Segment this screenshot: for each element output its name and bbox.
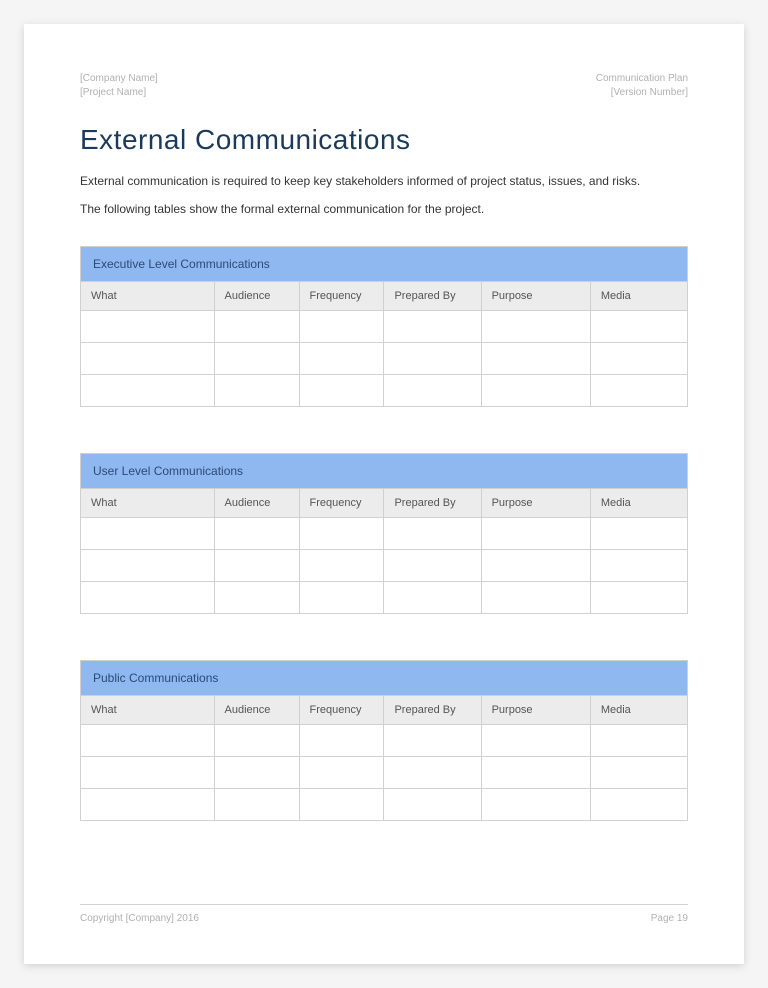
table-title: Executive Level Communications [80,246,688,281]
page-title: External Communications [80,124,688,156]
company-name: [Company Name] [80,72,158,86]
doc-type: Communication Plan [596,72,688,86]
col-header: Purpose [481,696,590,725]
col-header: Media [590,696,687,725]
col-header: Prepared By [384,696,481,725]
col-header: What [81,282,215,311]
col-header: Media [590,489,687,518]
table-row [81,343,688,375]
version-number: [Version Number] [596,86,688,100]
document-page: [Company Name] [Project Name] Communicat… [24,24,744,964]
col-header: Purpose [481,282,590,311]
table-row [81,311,688,343]
page-number: Page 19 [651,913,688,924]
col-header: Audience [214,489,299,518]
col-header: What [81,696,215,725]
table: What Audience Frequency Prepared By Purp… [80,695,688,821]
col-header: Media [590,282,687,311]
col-header: Frequency [299,696,384,725]
user-communications-table: User Level Communications What Audience … [80,453,688,614]
intro-paragraph-1: External communication is required to ke… [80,172,688,190]
col-header: Purpose [481,489,590,518]
table: What Audience Frequency Prepared By Purp… [80,281,688,407]
table-header-row: What Audience Frequency Prepared By Purp… [81,489,688,518]
col-header: Frequency [299,489,384,518]
intro-text: External communication is required to ke… [80,172,688,228]
table-row [81,757,688,789]
intro-paragraph-2: The following tables show the formal ext… [80,200,688,218]
col-header: Prepared By [384,489,481,518]
col-header: Audience [214,696,299,725]
table-title: Public Communications [80,660,688,695]
col-header: Frequency [299,282,384,311]
table-row [81,582,688,614]
col-header: What [81,489,215,518]
table-row [81,518,688,550]
table-header-row: What Audience Frequency Prepared By Purp… [81,282,688,311]
header-right: Communication Plan [Version Number] [596,72,688,100]
page-footer: Copyright [Company] 2016 Page 19 [80,904,688,924]
table-row [81,789,688,821]
table-row [81,375,688,407]
table-header-row: What Audience Frequency Prepared By Purp… [81,696,688,725]
col-header: Audience [214,282,299,311]
col-header: Prepared By [384,282,481,311]
page-header: [Company Name] [Project Name] Communicat… [80,72,688,100]
table-row [81,550,688,582]
table-title: User Level Communications [80,453,688,488]
public-communications-table: Public Communications What Audience Freq… [80,660,688,821]
executive-communications-table: Executive Level Communications What Audi… [80,246,688,407]
copyright: Copyright [Company] 2016 [80,913,199,924]
table-row [81,725,688,757]
table: What Audience Frequency Prepared By Purp… [80,488,688,614]
header-left: [Company Name] [Project Name] [80,72,158,100]
project-name: [Project Name] [80,86,158,100]
